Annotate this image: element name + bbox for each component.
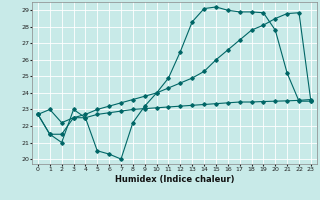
- X-axis label: Humidex (Indice chaleur): Humidex (Indice chaleur): [115, 175, 234, 184]
